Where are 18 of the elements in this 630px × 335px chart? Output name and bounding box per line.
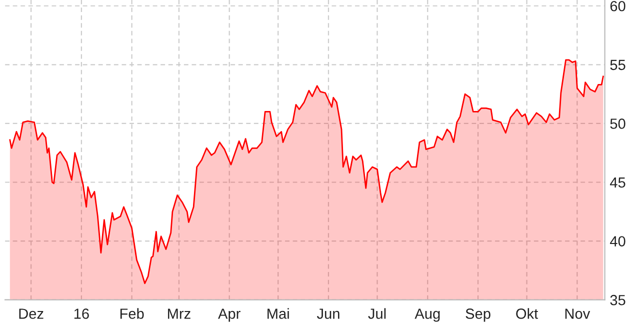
x-tick-label: Nov: [565, 308, 590, 319]
x-tick-label: Dez: [19, 308, 44, 319]
y-tick-label: 50: [610, 118, 626, 129]
x-tick-label: Mai: [268, 308, 289, 319]
y-tick-label: 40: [610, 236, 626, 246]
x-tick-label: Feb: [120, 308, 144, 319]
y-tick-label: 45: [610, 178, 626, 188]
x-tick-label: Sep: [466, 308, 490, 322]
y-tick-label: 35: [610, 294, 626, 306]
x-tick-label: 16: [74, 308, 89, 319]
y-tick-label: 55: [610, 60, 626, 70]
y-tick-label: 60: [610, 0, 626, 12]
x-tick-label: Jun: [316, 308, 340, 319]
x-tick-label: Jul: [368, 308, 386, 319]
x-tick-label: Aug: [414, 308, 440, 322]
x-tick-label: Mrz: [168, 308, 190, 319]
x-tick-label: Apr: [218, 308, 240, 322]
x-tick-label: Okt: [516, 308, 538, 319]
